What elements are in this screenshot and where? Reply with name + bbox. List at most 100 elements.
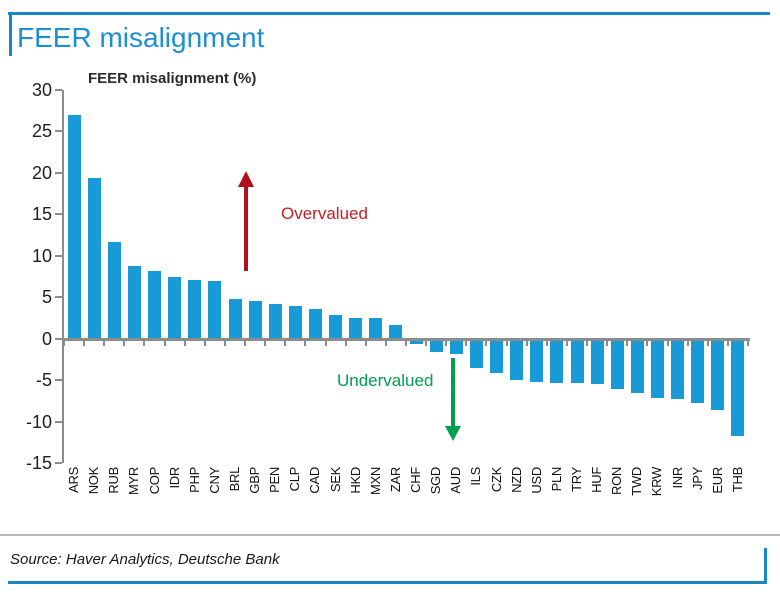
x-axis-label-NOK: NOK (86, 467, 102, 495)
x-axis-label-KRW: KRW (649, 467, 665, 497)
bar-PEN (268, 303, 282, 339)
y-axis-label: 0 (41, 328, 52, 349)
bar-ARS (67, 114, 81, 339)
x-axis-tick (586, 340, 589, 346)
overvalued-arrow-up-icon (244, 186, 248, 271)
overvalued-arrow-head-icon (238, 171, 254, 187)
x-axis-label-IDR: IDR (166, 467, 182, 489)
bar-TWD (630, 338, 644, 394)
x-axis-tick (364, 340, 367, 346)
bar-CAD (308, 308, 322, 339)
x-axis-label-AUD: AUD (448, 467, 464, 494)
x-axis-tick (284, 340, 287, 346)
bar-PHP (188, 279, 202, 339)
x-axis-tick (747, 340, 749, 346)
x-axis-label-TWD: TWD (629, 467, 645, 496)
bar-HUF (590, 338, 604, 385)
x-axis-label-BRL: BRL (227, 467, 242, 492)
bar-COP (148, 270, 162, 339)
y-axis-label: 10 (31, 245, 52, 266)
x-axis-tick (143, 340, 146, 346)
x-axis-tick (485, 340, 488, 346)
top-accent-rule (8, 12, 770, 15)
bar-CHF (409, 338, 423, 345)
x-axis-tick (384, 340, 387, 346)
chart-title: FEER misalignment (%) (88, 70, 257, 87)
x-axis-tick (666, 340, 669, 346)
x-axis-tick (565, 340, 568, 346)
bar-INR (671, 338, 685, 400)
bar-IDR (168, 277, 182, 339)
y-axis-label: -10 (25, 411, 52, 432)
source-caption: Source: Haver Analytics, Deutsche Bank (10, 551, 280, 568)
x-axis-tick (304, 340, 307, 346)
x-axis-label-PEN: PEN (267, 467, 283, 493)
bar-CZK (490, 338, 504, 374)
x-axis-tick (83, 340, 86, 346)
x-axis-label-ZAR: ZAR (387, 467, 403, 493)
bar-HKD (349, 317, 363, 339)
bar-chart-plot-area: 30 25 20 15 10 5 0 -5 -10 -15 ARS NOK RUB MYR COP IDR PH… (25, 81, 750, 497)
x-axis-tick (163, 340, 166, 346)
x-axis-label-NZD: NZD (508, 467, 524, 493)
y-axis-tick (55, 420, 62, 423)
x-axis-tick (244, 340, 247, 346)
y-axis-label: 5 (41, 287, 52, 308)
bar-NZD (510, 338, 524, 381)
bar-SGD (429, 338, 443, 352)
x-axis-label-TRY: TRY (569, 467, 584, 492)
x-axis-label-CAD: CAD (307, 467, 323, 494)
x-axis-label-SGD: SGD (428, 467, 444, 495)
y-axis-label: 20 (31, 162, 52, 183)
x-axis-tick (686, 340, 689, 346)
x-axis-tick (425, 340, 428, 346)
y-axis-label: -15 (25, 453, 52, 473)
bar-NOK (87, 177, 101, 339)
x-axis-label-RUB: RUB (106, 467, 122, 494)
bar-BRL (228, 298, 242, 339)
x-axis-label-GBP: GBP (247, 467, 263, 494)
bottom-accent-rule (8, 581, 767, 584)
x-axis-tick (505, 340, 508, 346)
x-axis-label-ILS: ILS (468, 467, 484, 486)
x-axis-label-MXN: MXN (367, 467, 383, 495)
overvalued-annotation: Overvalued (281, 204, 368, 223)
x-axis-label-THB: THB (729, 467, 745, 493)
y-axis-label: 25 (31, 121, 52, 142)
x-axis-tick (63, 340, 65, 346)
y-axis-tick (55, 296, 62, 299)
x-axis-label-PLN: PLN (548, 467, 564, 492)
bar-CNY (208, 280, 222, 339)
x-axis-tick (123, 340, 126, 346)
x-axis-tick (706, 340, 709, 346)
bar-THB (731, 338, 745, 437)
y-axis-line (62, 90, 64, 463)
bar-GBP (248, 301, 262, 339)
bar-CLP (288, 306, 302, 339)
x-axis-tick (626, 340, 629, 346)
x-axis-tick (465, 340, 468, 346)
y-axis-tick (55, 171, 62, 174)
x-axis-label-CZK: CZK (488, 467, 504, 493)
x-axis-tick (405, 340, 407, 346)
x-axis-label-MYR: MYR (126, 467, 142, 495)
y-axis-tick (55, 462, 62, 464)
y-axis-tick (55, 213, 62, 216)
bar-JPY (691, 338, 705, 404)
x-axis-label-HKD: HKD (347, 467, 363, 494)
footer-divider (0, 534, 780, 536)
x-axis-tick (264, 340, 267, 346)
x-axis-tick (344, 340, 347, 346)
bar-MYR (127, 265, 141, 339)
bar-PLN (550, 338, 564, 383)
zero-axis-line (62, 337, 750, 341)
x-axis-tick (726, 340, 729, 346)
bar-ZAR (389, 324, 403, 339)
x-axis-label-RON: RON (609, 467, 625, 495)
bar-ILS (469, 338, 483, 368)
x-axis-label-USD: USD (528, 467, 544, 494)
bar-KRW (650, 338, 664, 399)
undervalued-arrow-down-icon (451, 358, 455, 428)
undervalued-arrow-head-icon (445, 426, 461, 441)
title-accent-bar (9, 12, 12, 56)
